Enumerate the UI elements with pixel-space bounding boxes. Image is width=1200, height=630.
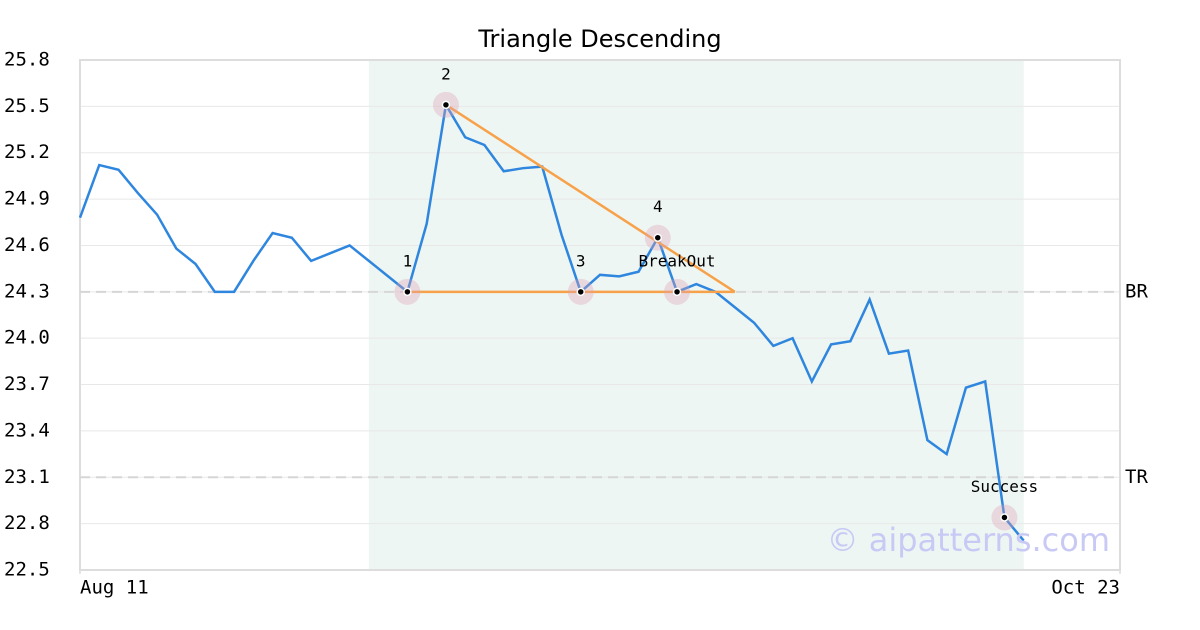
level-label: TR	[1125, 466, 1148, 488]
point-label: 1	[403, 251, 413, 270]
point-label: 4	[653, 197, 663, 216]
pattern-point	[441, 100, 451, 110]
pattern-point	[403, 287, 412, 297]
y-tick-label: 22.8	[4, 512, 50, 534]
plot-frame	[79, 59, 1121, 571]
y-tick-label: 23.1	[4, 466, 50, 488]
trendline	[445, 103, 736, 293]
pattern-point	[672, 287, 682, 297]
x-tick-label: Oct 23	[1051, 577, 1120, 599]
level-label: BR	[1125, 280, 1148, 302]
y-tick-label: 24.3	[4, 280, 50, 302]
pattern-point	[1000, 513, 1009, 522]
point-label: 3	[576, 251, 586, 270]
pattern-region	[368, 60, 1024, 570]
watermark: © aipatterns.com	[827, 521, 1110, 559]
y-tick-label: 24.6	[4, 234, 50, 256]
point-label: Success	[971, 477, 1038, 496]
pattern-point	[653, 233, 663, 242]
price-line	[78, 101, 1025, 542]
point-label: 2	[441, 64, 451, 83]
y-tick-label: 23.7	[4, 373, 50, 395]
y-tick-label: 24.9	[4, 188, 50, 210]
chart-title: Triangle Descending	[477, 25, 721, 53]
y-tick-label: 22.5	[4, 559, 50, 581]
pattern-point	[576, 287, 585, 297]
y-tick-label: 23.4	[4, 419, 50, 441]
y-tick-label: 24.0	[4, 327, 50, 349]
x-tick-label: Aug 11	[80, 577, 149, 599]
point-label: BreakOut	[639, 251, 716, 270]
y-tick-label: 25.2	[4, 141, 50, 163]
y-tick-label: 25.8	[4, 49, 50, 71]
y-tick-label: 25.5	[4, 95, 50, 117]
